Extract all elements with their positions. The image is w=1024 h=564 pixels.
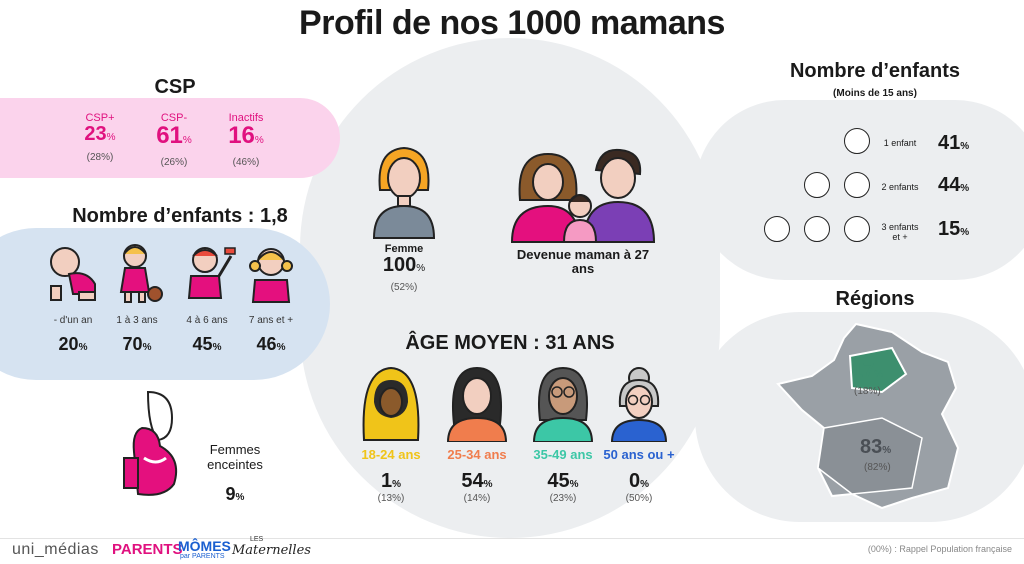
csp-ref: (28%) <box>86 152 114 163</box>
enfants-row-2: 2 enfants 44% <box>760 170 1000 210</box>
kid-value: 70 <box>122 334 143 354</box>
province-ref: (82%) <box>864 462 891 473</box>
woman-icon <box>372 146 436 239</box>
enfants-row-3: 3 enfants et + 15% <box>760 214 1000 254</box>
child-icon <box>187 247 236 299</box>
toddler-icon <box>119 244 163 303</box>
kid-value: 20 <box>58 334 79 354</box>
femme-label: Femme <box>384 243 424 255</box>
age-50-plus: 50 ans ou + 0% (50%) <box>598 362 680 504</box>
pregnant-label: Femmes enceintes <box>207 442 263 472</box>
kid-4-6: 4 à 6 ans 45% <box>176 240 238 355</box>
child-avatar-icon <box>804 172 830 198</box>
enfants-label: 2 enfants <box>881 182 919 192</box>
age-ref: (50%) <box>625 493 653 504</box>
kid-label: 7 ans et + <box>248 315 294 326</box>
child-avatar-icon <box>844 128 870 154</box>
maman-label: Devenue maman à 27 ans <box>516 247 650 276</box>
enfants-row-1: 1 enfant 41% <box>760 126 1000 166</box>
regions-heading: Régions <box>835 288 915 310</box>
age-18-24: 18-24 ans 1% (13%) <box>350 362 432 504</box>
enfants-value: 41% <box>938 132 970 154</box>
child-avatar-icon <box>764 216 790 242</box>
age-heading: ÂGE MOYEN : 31 ANS <box>405 332 615 354</box>
csp-minus: CSP- 61% (26%) <box>144 112 204 168</box>
baby-icon <box>50 247 96 301</box>
age-label: 18-24 ans <box>361 447 421 462</box>
idf-ref: (18%) <box>854 386 881 397</box>
page-title: Profil de nos 1000 mamans <box>299 4 725 42</box>
unimedias-logo: uni_médias <box>12 541 99 558</box>
kid-value: 45 <box>192 334 213 354</box>
age-25-34: 25-34 ans 54% (14%) <box>436 362 518 504</box>
senior-woman-icon <box>610 367 668 443</box>
age-label: 50 ans ou + <box>603 447 675 462</box>
enfants-label: 3 enfants et + <box>881 222 919 242</box>
age-value: 54 <box>461 470 484 492</box>
hooded-woman-icon <box>362 366 420 441</box>
kid-value: 46 <box>256 334 277 354</box>
idf-value: 17% <box>852 360 884 382</box>
csp-ref: (46%) <box>232 157 260 168</box>
csp-label: CSP- <box>160 112 188 124</box>
glasses-woman-icon <box>532 366 594 443</box>
maternelles-sup: LES <box>250 536 264 543</box>
momes-logo: MÔMES <box>178 538 231 554</box>
kid-under-one: - d'un an 20% <box>42 240 104 355</box>
pregnant-woman-icon <box>123 390 178 496</box>
child-avatar-icon <box>844 172 870 198</box>
age-ref: (14%) <box>463 493 491 504</box>
momes-sub: par PARENTS <box>180 553 225 560</box>
family-icon <box>510 148 656 243</box>
maternelles-logo: Maternelles <box>232 543 311 558</box>
province-value: 83% <box>860 436 892 458</box>
enfants-label: 1 enfant <box>883 138 917 148</box>
age-label: 35-49 ans <box>533 447 593 462</box>
age-value: 0 <box>628 470 641 492</box>
child-avatar-icon <box>804 216 830 242</box>
csp-label: CSP+ <box>85 112 115 124</box>
csp-background <box>0 98 340 178</box>
kids-heading: Nombre d’enfants : 1,8 <box>72 205 288 227</box>
enfants-heading: Nombre d’enfants <box>789 60 961 82</box>
csp-value: 61 <box>156 122 183 149</box>
enfants-sub: (Moins de 15 ans) <box>833 88 917 99</box>
age-label: 25-34 ans <box>447 447 507 462</box>
footer <box>0 538 1024 564</box>
csp-plus: CSP+ 23% (28%) <box>70 112 130 163</box>
csp-label: Inactifs <box>228 112 264 124</box>
kid-7-plus: 7 ans et + 46% <box>240 240 302 355</box>
enfants-value: 15% <box>938 218 970 240</box>
age-ref: (23%) <box>549 493 577 504</box>
pregnant-value: 9% <box>225 484 245 504</box>
csp-value: 16 <box>228 122 255 149</box>
kid-label: - d'un an <box>53 315 93 326</box>
child-avatar-icon <box>844 216 870 242</box>
csp-value: 23 <box>84 123 107 145</box>
age-ref: (13%) <box>377 493 405 504</box>
parents-logo: PARENTS <box>112 541 183 558</box>
girl-icon <box>249 248 293 303</box>
age-value: 1 <box>380 470 393 492</box>
france-map-icon <box>776 322 960 510</box>
footer-note: (00%) : Rappel Population française <box>867 544 1012 554</box>
csp-inactifs: Inactifs 16% (46%) <box>216 112 276 168</box>
kid-1-3: 1 à 3 ans 70% <box>106 240 168 355</box>
kid-label: 4 à 6 ans <box>186 315 228 326</box>
kid-label: 1 à 3 ans <box>116 315 158 326</box>
enfants-value: 44% <box>938 174 970 196</box>
age-value: 45 <box>547 470 570 492</box>
femme-value: 100% <box>382 254 426 276</box>
csp-heading: CSP <box>154 76 196 98</box>
age-35-49: 35-49 ans 45% (23%) <box>522 362 604 504</box>
csp-ref: (26%) <box>160 157 188 168</box>
femme-ref: (52%) <box>390 282 418 293</box>
long-hair-woman-icon <box>446 366 508 443</box>
center-background <box>300 38 720 538</box>
